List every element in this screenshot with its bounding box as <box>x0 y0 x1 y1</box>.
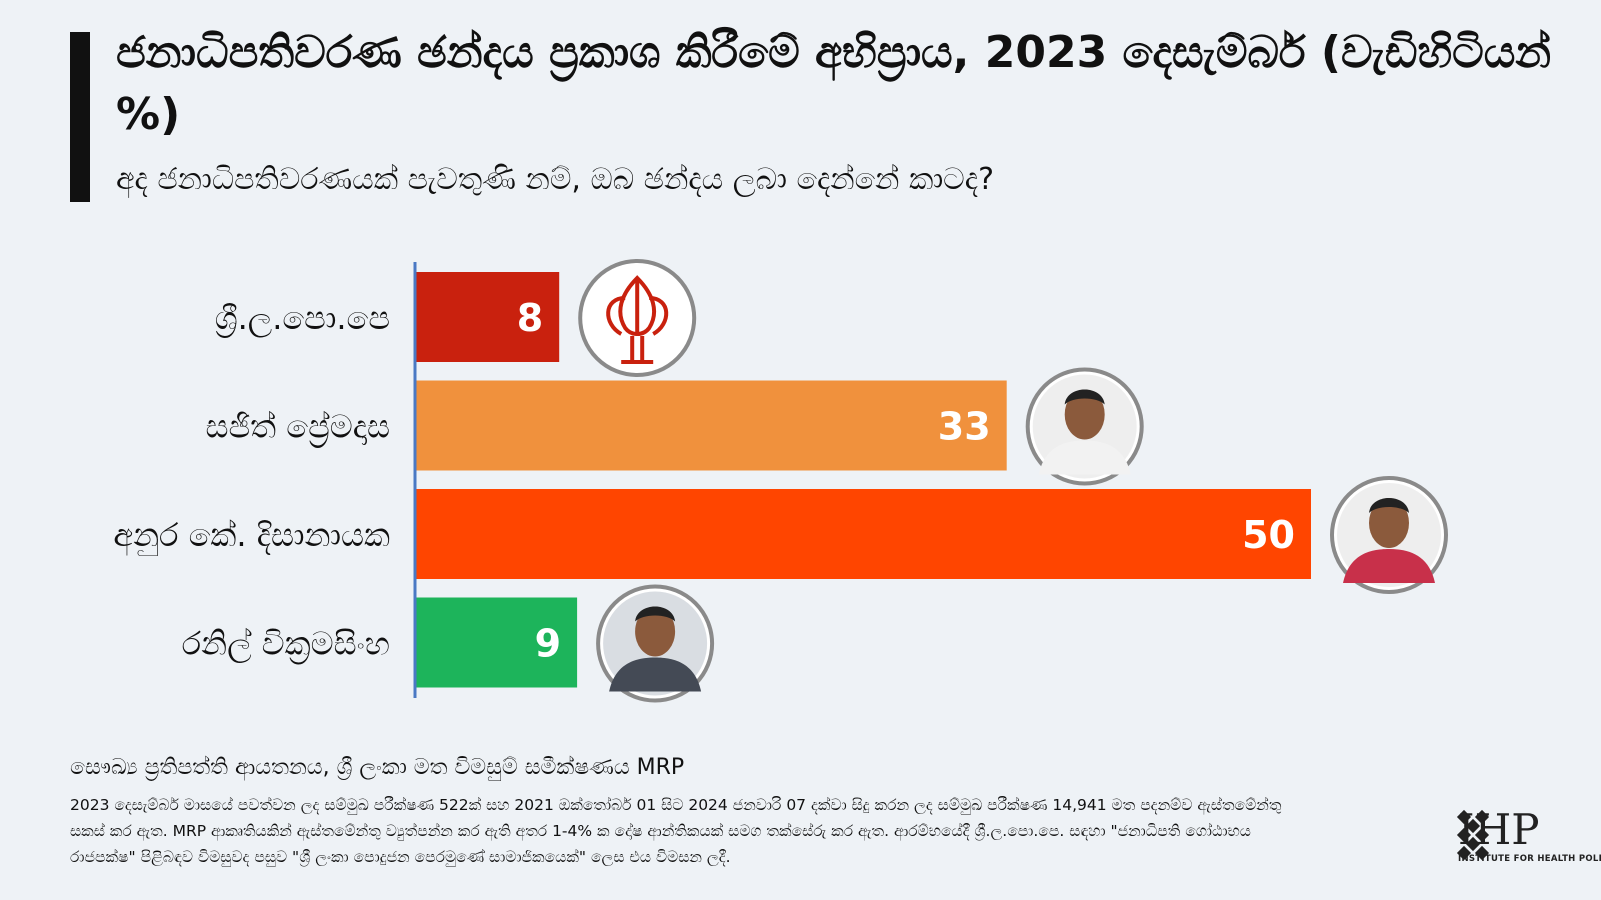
title-accent-bar <box>70 32 90 202</box>
chart-title: ජනාධිපතිවරණ ඡන්දය ප්‍රකාශ කිරීමේ අභිප්‍ර… <box>116 27 1552 140</box>
ihp-logo-icon <box>1456 809 1490 861</box>
value-label-0: 8 <box>517 296 543 340</box>
chart-subtitle: අද ජනාධිපතිවරණයක් පැවතුණි නම්, ඔබ ඡන්දය … <box>116 162 994 197</box>
source-text: සෞඛ්‍ය ප්‍රතිපත්ති ආයතනය, ශ්‍රී ලංකා මත … <box>70 755 685 780</box>
bar-0 <box>416 272 560 362</box>
bar-3 <box>416 597 578 688</box>
methodology-note: 2023 දෙසැම්බර් මාසයේ පවත්වන ලද සම්මුඛ පර… <box>70 796 1282 866</box>
candidate-photo-icon <box>1337 483 1441 587</box>
logo-subtext: INSTITUTE FOR HEALTH POLICY <box>1458 854 1601 864</box>
bar-chart: 8 ශ්‍රී.ල.පො.පෙ 33 සජිත් ප්‍රේමදාස 50 අනුර කේ… <box>113 259 1448 703</box>
category-label-2: අනුර කේ. දිසානායක <box>113 516 390 556</box>
value-label-3: 9 <box>535 622 561 666</box>
value-label-2: 50 <box>1242 513 1295 557</box>
bar-2 <box>416 489 1311 579</box>
category-label-0: ශ්‍රී.ල.පො.පෙ <box>215 299 390 338</box>
lotus-bud-icon <box>606 275 669 364</box>
category-label-1: සජිත් ප්‍රේමදාස <box>205 408 390 448</box>
candidate-photo-icon <box>603 591 708 696</box>
bar-1 <box>416 380 1007 471</box>
logo-text: IHP <box>1458 805 1540 854</box>
category-label-3: රනිල් වික්‍රමසිංහ <box>182 625 390 665</box>
candidate-photo-icon <box>1032 374 1137 479</box>
value-label-1: 33 <box>938 405 991 449</box>
